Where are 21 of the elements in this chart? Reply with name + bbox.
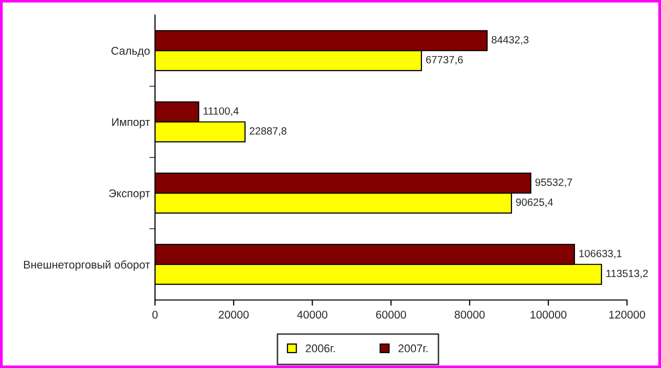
y-tick-label: Импорт [112, 118, 150, 128]
x-tick-label: 80000 [454, 310, 485, 319]
data-label: 90625,4 [516, 198, 553, 208]
x-tick-label: 0 [152, 310, 158, 319]
x-tick-label: 100000 [530, 310, 566, 319]
x-tick-label: 40000 [297, 310, 328, 319]
data-label: 113513,2 [606, 270, 648, 278]
x-tick-label: 60000 [376, 310, 406, 319]
y-tick-label: Экспорт [108, 189, 150, 200]
data-label: 106633,1 [579, 250, 622, 258]
data-label: 95532,7 [535, 178, 572, 188]
data-label: 67737,6 [426, 56, 463, 65]
data-label: 11100,4 [204, 107, 239, 116]
legend-label: 2007г. [398, 344, 428, 352]
y-tick-label: Сальдо [111, 46, 150, 57]
y-tick-label: Внешнеторговый оборот [24, 260, 150, 271]
legend-label: 2006г. [306, 344, 335, 352]
x-tick-label: 120000 [609, 310, 646, 319]
data-label: 84432,3 [492, 36, 528, 45]
data-label: 22887,8 [250, 127, 286, 136]
x-tick-label: 20000 [218, 310, 249, 319]
